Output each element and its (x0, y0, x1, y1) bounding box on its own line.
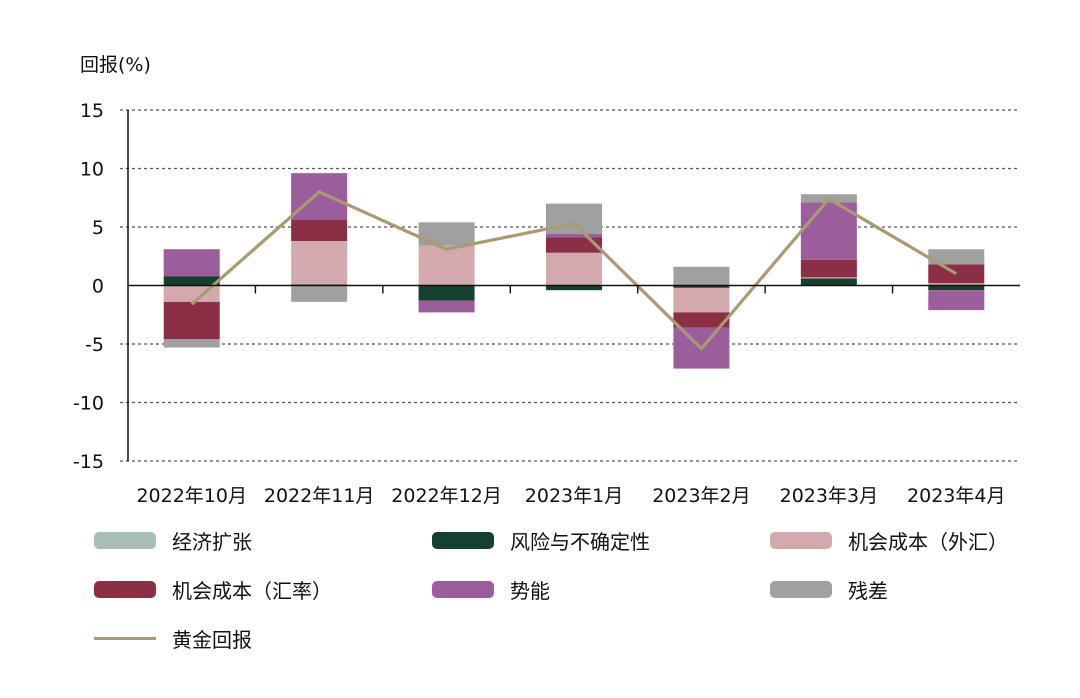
y-tick-label: -10 (73, 393, 104, 415)
bar-segment (163, 339, 220, 348)
bar-segment (163, 249, 220, 277)
bar-segment (418, 222, 475, 246)
y-axis-label: 回报(%) (80, 54, 151, 76)
y-tick-label: 10 (80, 159, 104, 181)
bar-segment (928, 290, 985, 311)
x-tick-label: 2023年1月 (525, 485, 623, 507)
bar-segment (800, 278, 857, 286)
bar-segment (418, 300, 475, 313)
bar-segment (673, 312, 730, 328)
bar-segment (546, 203, 602, 235)
bar-segment (418, 285, 475, 301)
bar-segment (673, 266, 730, 286)
bar-segment (673, 287, 730, 313)
y-tick-label: 5 (92, 217, 104, 239)
bar-segment (928, 283, 985, 286)
x-tick-label: 2022年10月 (136, 485, 247, 507)
bar-segment (928, 249, 985, 265)
bar-segment (291, 219, 348, 242)
y-tick-label: 15 (80, 100, 104, 122)
y-tick-label: -5 (85, 334, 104, 356)
bar-segment (800, 202, 857, 260)
bar-segment (928, 285, 985, 291)
bar-segment (546, 234, 602, 238)
y-tick-label: 0 (92, 276, 104, 298)
bar-segment (546, 237, 602, 253)
bars (163, 173, 985, 369)
x-tick-label: 2022年12月 (391, 485, 502, 507)
x-tick-label: 2022年11月 (264, 485, 375, 507)
axes: 15 10 5 0 -5 -10 -15 2022年10月 2022年11月 2022年12月 20… (73, 100, 1020, 507)
x-tick-label: 2023年4月 (907, 485, 1005, 507)
bar-segment (291, 173, 348, 220)
bar-segment (163, 285, 220, 302)
bar-segment (546, 252, 602, 286)
x-tick-label: 2023年2月 (652, 485, 750, 507)
x-tick-label: 2023年3月 (780, 485, 878, 507)
y-tick-label: -15 (73, 451, 104, 473)
bar-segment (163, 276, 220, 286)
bar-segment (800, 259, 857, 278)
bar-segment (291, 285, 348, 302)
bar-segment (546, 285, 602, 291)
line-series (190, 190, 958, 351)
bar-segment (163, 301, 220, 340)
bar-segment (418, 245, 475, 286)
bar-segment (800, 277, 857, 279)
bar-segment (291, 241, 348, 285)
bar-segment (673, 285, 730, 288)
